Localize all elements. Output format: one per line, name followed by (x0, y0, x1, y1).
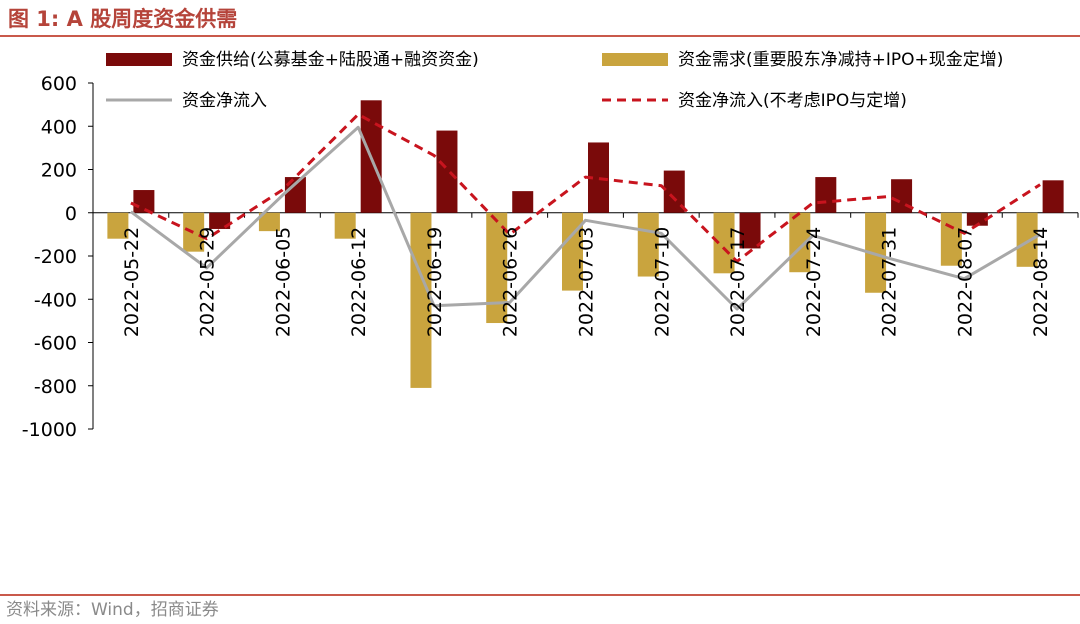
legend-label: 资金需求(重要股东净减持+IPO+现金定增) (678, 50, 1003, 70)
demand-bar (410, 212, 432, 388)
supply-bar (436, 130, 458, 213)
supply-bar (739, 212, 761, 249)
chart: 600 400 200 0 -200 -400 -600 -800 -1000 2022-05-2… (22, 50, 1079, 441)
demand-bar (713, 212, 735, 274)
demand-bar (334, 212, 356, 239)
demand-bar (562, 212, 583, 291)
supply-bar (133, 190, 155, 213)
supply-bar (284, 177, 306, 213)
x-tick-label: 2022-07-31 (879, 227, 901, 337)
x-tick-label: 2022-08-14 (1030, 227, 1052, 337)
x-tick-label: 2022-06-26 (500, 227, 522, 337)
y-tick-label: 600 (41, 73, 77, 95)
demand-bar (107, 212, 129, 239)
net-flow-ex-line (130, 112, 1041, 263)
demand-bar (789, 212, 811, 273)
x-tick-label: 2022-05-22 (121, 227, 143, 337)
source-note: 资料来源：Wind，招商证券 (6, 600, 219, 620)
demand-bar (486, 212, 508, 324)
x-tick-label: 2022-08-07 (954, 227, 976, 337)
demand-bar (258, 212, 280, 232)
figure-title: 图 1: A 股周度资金供需 (8, 7, 238, 31)
footer-rule (0, 594, 1080, 596)
y-tick-label: -600 (34, 333, 77, 355)
legend-swatch (106, 53, 172, 66)
supply-bar (588, 142, 609, 213)
legend-label: 资金净流入 (182, 91, 267, 111)
supply-bar (512, 191, 534, 213)
x-tick-label: 2022-07-17 (727, 227, 749, 337)
demand-bar (183, 212, 205, 252)
y-tick-label: 200 (41, 160, 77, 182)
x-tick-label: 2022-07-10 (651, 227, 673, 337)
x-tick-label: 2022-07-03 (576, 227, 598, 337)
supply-bar (966, 212, 988, 226)
supply-bar (1042, 180, 1064, 213)
supply-bar (663, 170, 685, 213)
supply-bar (209, 212, 231, 229)
y-tick-label: -1000 (22, 419, 77, 441)
x-tick-label: 2022-06-05 (272, 227, 294, 337)
legend-swatch (602, 53, 668, 66)
y-tick-label: -800 (34, 376, 77, 398)
legend-label: 资金供给(公募基金+陆股通+融资资金) (182, 50, 479, 70)
demand-bar (1016, 212, 1038, 267)
y-tick-label: 0 (65, 203, 77, 225)
x-tick-label: 2022-07-24 (803, 227, 825, 337)
net-flow-line (130, 125, 1041, 311)
y-tick-label: -200 (34, 246, 77, 268)
x-tick-label: 2022-06-19 (424, 227, 446, 337)
x-tick-label: 2022-06-12 (348, 227, 370, 337)
title-rule (0, 35, 1080, 37)
legend-label: 资金净流入(不考虑IPO与定增) (678, 91, 907, 111)
y-tick-label: -400 (34, 289, 77, 311)
y-tick-label: 400 (41, 116, 77, 138)
supply-bar (815, 177, 837, 213)
x-tick-label: 2022-05-29 (197, 227, 219, 337)
